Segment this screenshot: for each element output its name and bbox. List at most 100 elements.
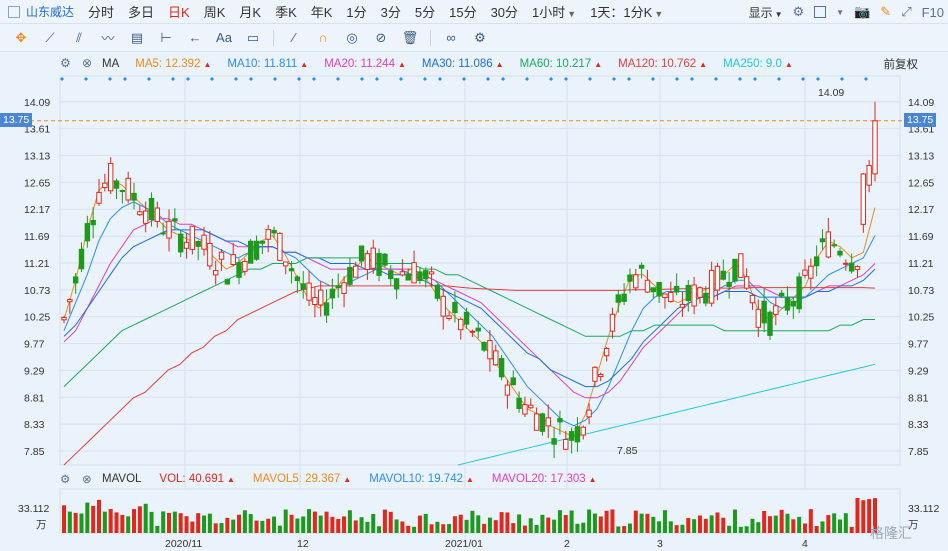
candle-body bbox=[685, 284, 691, 302]
tab-6[interactable]: 年K bbox=[310, 5, 333, 20]
volume-bar bbox=[546, 517, 551, 533]
tab-12[interactable]: 1小时 ▼ bbox=[532, 5, 577, 20]
ma-close-icon[interactable]: ⊗ bbox=[82, 56, 93, 70]
candle-body bbox=[796, 276, 802, 310]
price-tick-right: 7.85 bbox=[908, 446, 929, 458]
price-tick-right: 10.25 bbox=[908, 312, 934, 324]
candle-body bbox=[808, 265, 814, 279]
price-tick-right: 8.81 bbox=[908, 392, 929, 404]
candle-body bbox=[61, 316, 67, 321]
settings-icon[interactable]: ⚙ bbox=[792, 4, 805, 19]
link-icon[interactable]: ∞ bbox=[446, 30, 456, 45]
f10-button[interactable]: F10 bbox=[921, 4, 944, 20]
candle-body bbox=[837, 250, 843, 256]
candle-body bbox=[638, 264, 645, 269]
volume-bar bbox=[254, 520, 259, 533]
candle-body bbox=[528, 404, 534, 409]
tab-7[interactable]: 1分 bbox=[346, 5, 367, 20]
candle-body bbox=[125, 177, 131, 201]
tab-0[interactable]: 分时 bbox=[88, 5, 115, 20]
volume-bar bbox=[732, 509, 737, 533]
volume-bar bbox=[785, 513, 790, 533]
tab-1[interactable]: 多日 bbox=[128, 5, 155, 20]
ma-line-ma250 bbox=[457, 363, 876, 466]
magnet-icon[interactable]: ∩ bbox=[318, 30, 328, 45]
trash-icon[interactable]: 🗑 bbox=[401, 29, 419, 45]
comment-icon[interactable]: ▭ bbox=[246, 29, 260, 45]
camera-icon[interactable]: 📷 bbox=[854, 4, 871, 19]
hide-icon[interactable]: ⊘ bbox=[375, 29, 387, 45]
tab-13[interactable]: 1天：1分K ▼ bbox=[590, 5, 664, 20]
volume-bar bbox=[756, 522, 761, 533]
volume-bar bbox=[464, 519, 469, 533]
tab-4[interactable]: 月K bbox=[239, 5, 262, 20]
toolbar-settings-icon[interactable]: ⚙ bbox=[474, 29, 486, 45]
tab-2[interactable]: 日K bbox=[168, 5, 190, 20]
range-icon[interactable]: ⊢ bbox=[160, 29, 172, 45]
tab-10[interactable]: 15分 bbox=[449, 5, 477, 20]
channel-icon[interactable]: ⫽ bbox=[76, 29, 82, 45]
candle-body bbox=[574, 426, 581, 443]
stock-name[interactable]: 山东威达 bbox=[26, 5, 75, 19]
tab-3[interactable]: 周K bbox=[203, 5, 226, 20]
price-tick-left: 11.21 bbox=[24, 258, 50, 270]
ma-indicator-name[interactable]: MA bbox=[102, 58, 120, 70]
candle-body bbox=[831, 244, 837, 247]
vol-close-icon[interactable]: ⊗ bbox=[82, 474, 92, 486]
volume-bar bbox=[452, 516, 457, 533]
candle-body bbox=[708, 269, 715, 304]
price-tick-left: 11.69 bbox=[24, 231, 50, 243]
wave-icon[interactable]: 〰 bbox=[101, 31, 115, 46]
candle-body bbox=[195, 241, 201, 247]
expand-icon[interactable]: ⤢ bbox=[901, 4, 912, 19]
line-icon[interactable]: ⟋ bbox=[45, 29, 55, 45]
candle-body bbox=[382, 253, 388, 266]
tab-8[interactable]: 3分 bbox=[380, 5, 401, 20]
volume-bar bbox=[219, 523, 224, 533]
text-tool[interactable]: Aa bbox=[216, 30, 232, 45]
eye-icon[interactable]: ◎ bbox=[346, 29, 358, 45]
brush-icon[interactable]: ✎ bbox=[880, 4, 892, 19]
volume-bar bbox=[563, 515, 568, 533]
volume-bar bbox=[662, 510, 667, 533]
volume-bar bbox=[557, 510, 562, 533]
volume-bar bbox=[347, 510, 352, 533]
volume-bar bbox=[797, 516, 802, 533]
candle-body bbox=[533, 413, 540, 431]
volume-bar bbox=[79, 513, 84, 533]
tab-5[interactable]: 季K bbox=[275, 5, 297, 20]
candle-body bbox=[872, 120, 878, 175]
arrow-icon[interactable]: ← bbox=[188, 30, 202, 45]
candle-body bbox=[300, 283, 306, 290]
volume-bar bbox=[266, 518, 271, 533]
event-diamond-icon bbox=[438, 77, 442, 81]
event-diamond-icon bbox=[753, 77, 757, 81]
pencil-icon[interactable]: ∕ bbox=[292, 30, 296, 45]
watermark-label: 格隆汇 bbox=[870, 526, 912, 542]
vol-indicator-name[interactable]: MAVOL bbox=[102, 473, 142, 485]
adjust-selector[interactable]: 前复权 bbox=[883, 59, 919, 71]
volume-bar bbox=[534, 524, 539, 533]
candle-body bbox=[493, 350, 499, 366]
vol-settings-icon[interactable]: ⚙ bbox=[60, 474, 71, 486]
event-diamond-icon bbox=[525, 77, 529, 81]
volume-bar bbox=[190, 521, 195, 533]
checkbox-icon[interactable] bbox=[814, 6, 827, 18]
candle-body bbox=[475, 327, 481, 332]
candle-body bbox=[452, 301, 458, 314]
display-menu[interactable]: 显示 ▼ bbox=[748, 5, 783, 20]
volume-bar bbox=[651, 516, 656, 533]
candle-body bbox=[819, 238, 826, 243]
vol-legend: ⚙ ⊗ MAVOL VOL: 40.691 ▲ MAVOL5: 29.367 ▲ MAV… bbox=[0, 469, 948, 489]
tab-9[interactable]: 5分 bbox=[414, 5, 436, 20]
event-diamond-icon bbox=[210, 77, 214, 81]
fib-icon[interactable]: ▤ bbox=[130, 29, 144, 45]
ma-settings-icon[interactable]: ⚙ bbox=[60, 56, 71, 70]
crosshair-icon[interactable]: ✥ bbox=[15, 29, 27, 45]
tab-11[interactable]: 30分 bbox=[490, 5, 519, 20]
window-square-icon[interactable] bbox=[8, 5, 20, 18]
candle-body bbox=[405, 273, 411, 281]
candle-body bbox=[347, 266, 353, 285]
price-tick-right: 12.65 bbox=[908, 177, 934, 189]
